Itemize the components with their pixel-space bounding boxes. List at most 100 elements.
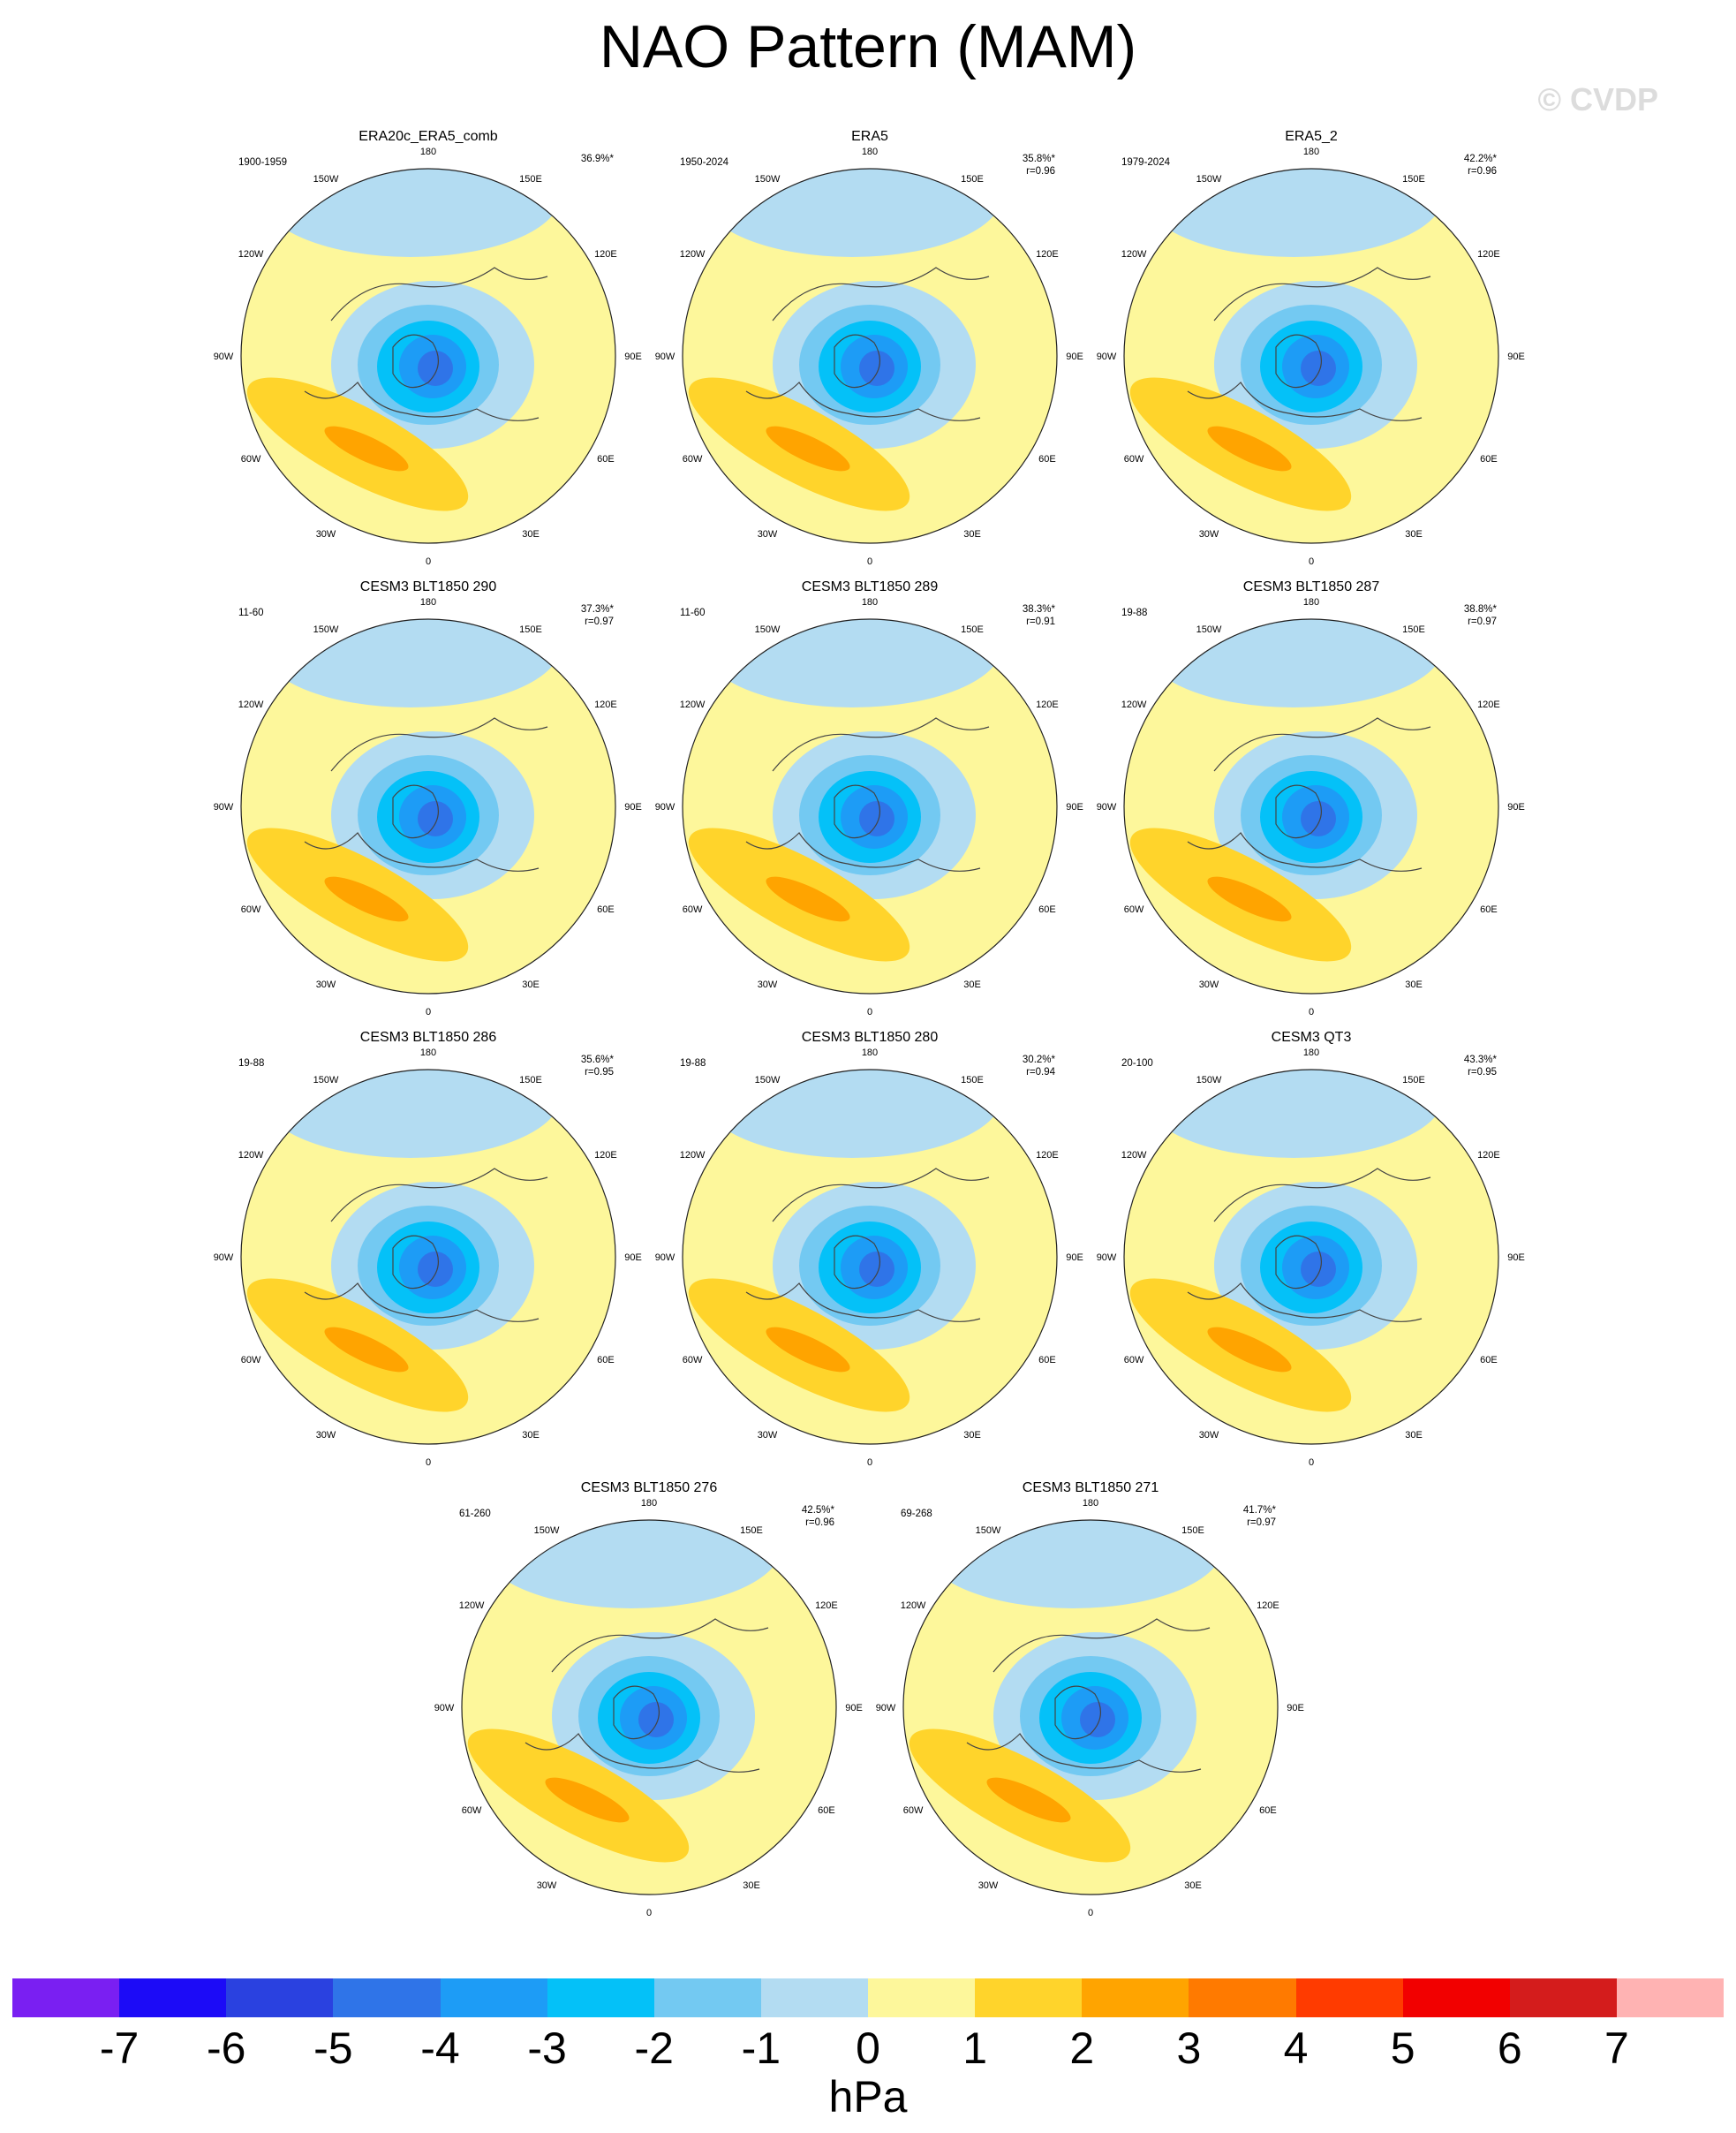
panel-years: 69-268 [901, 1509, 932, 1519]
longitude-label: 30W [758, 1430, 778, 1441]
longitude-label: 90W [434, 1703, 455, 1713]
longitude-label: 180 [420, 147, 436, 157]
longitude-label: 30W [316, 529, 336, 540]
longitude-label: 120W [680, 700, 706, 710]
longitude-label: 120W [1121, 700, 1147, 710]
longitude-label: 90E [1066, 352, 1083, 362]
longitude-label: 180 [1303, 1048, 1319, 1058]
colorbar-swatch [1509, 1978, 1617, 2017]
map-panel: 180 150E 120E 90E 60E 30E 0 30W 60W 90W 120W 150W ER… [655, 129, 1083, 567]
longitude-label: 120E [1477, 1150, 1500, 1161]
atlantic-positive-core [766, 426, 850, 472]
longitude-label: 90W [655, 802, 676, 813]
coastline [330, 267, 548, 321]
longitude-label: 120W [238, 700, 264, 710]
colorbar-swatch [333, 1978, 441, 2017]
panel-pattern-correlation: r=0.97 [1468, 616, 1497, 627]
longitude-label: 60E [818, 1805, 835, 1816]
coastline [745, 1282, 981, 1322]
coastline [1213, 1168, 1431, 1222]
longitude-label: 150E [519, 174, 542, 185]
longitude-label: 180 [862, 597, 878, 608]
longitude-label: 30E [522, 980, 540, 990]
pacific-negative-region [1143, 1070, 1444, 1158]
longitude-label: 180 [1303, 597, 1319, 608]
longitude-label: 30E [1405, 1430, 1423, 1441]
longitude-label: 30E [522, 529, 540, 540]
longitude-label: 150E [961, 624, 984, 635]
panel-years: 20-100 [1121, 1058, 1153, 1069]
colorbar-swatch [1402, 1978, 1510, 2017]
longitude-label: 30W [1199, 529, 1219, 540]
pacific-negative-region [1143, 619, 1444, 707]
longitude-label: 90E [1507, 802, 1525, 813]
panel-years: 19-88 [238, 1058, 264, 1069]
coastline [304, 382, 540, 421]
longitude-label: 150W [534, 1525, 560, 1536]
colorbar-tick-label: -5 [313, 2023, 353, 2073]
greenland-outline [834, 784, 880, 839]
longitude-label: 90W [655, 352, 676, 362]
map-border [240, 618, 616, 995]
map-border [240, 1069, 616, 1445]
map-border [461, 1519, 837, 1895]
longitude-label: 60E [1480, 454, 1498, 465]
atlantic-positive-core [324, 876, 409, 922]
longitude-label: 0 [1309, 556, 1314, 567]
longitude-label: 150W [1196, 174, 1222, 185]
coastline [304, 1282, 540, 1322]
longitude-label: 180 [420, 597, 436, 608]
coastline [1187, 1282, 1423, 1322]
longitude-label: 30E [1184, 1880, 1202, 1891]
longitude-label: 120W [459, 1600, 485, 1611]
panel-pattern-correlation: r=0.95 [585, 1067, 614, 1078]
colorbar-tick-label: -4 [420, 2023, 460, 2073]
longitude-label: 60W [683, 1355, 703, 1365]
panel-years: 61-260 [459, 1509, 491, 1519]
longitude-label: 90E [624, 802, 642, 813]
atlantic-positive-core [324, 1327, 409, 1373]
longitude-label: 30E [963, 1430, 981, 1441]
map-panel: 180 150E 120E 90E 60E 30E 0 30W 60W 90W 120W 150W CE… [1097, 579, 1525, 1017]
longitude-label: 120E [594, 249, 617, 260]
page-title: NAO Pattern (MAM) [599, 13, 1137, 80]
longitude-label: 90W [876, 1703, 896, 1713]
longitude-label: 90W [214, 802, 234, 813]
coastline [1187, 382, 1423, 421]
longitude-label: 90E [1507, 352, 1525, 362]
longitude-label: 180 [862, 1048, 878, 1058]
longitude-label: 120W [1121, 1150, 1147, 1161]
map-border [1123, 1069, 1499, 1445]
colorbar-swatch [547, 1978, 654, 2017]
colorbar-tick-label: 5 [1390, 2023, 1415, 2073]
panel-explained-variance: 41.7%* [1243, 1505, 1277, 1516]
longitude-label: 150E [1402, 624, 1425, 635]
longitude-label: 60E [1038, 454, 1056, 465]
atlantic-positive-core [1207, 426, 1292, 472]
greenland-outline [1054, 1685, 1101, 1740]
longitude-label: 0 [1309, 1457, 1314, 1468]
longitude-label: 150W [755, 624, 781, 635]
colorbar-units: hPa [828, 2072, 908, 2122]
arctic-negative-core [1301, 801, 1336, 836]
colorbar-tick-label: -3 [527, 2023, 567, 2073]
colorbar-swatch [975, 1978, 1083, 2017]
longitude-label: 60E [1038, 1355, 1056, 1365]
longitude-label: 30E [743, 1880, 760, 1891]
map-border [1123, 168, 1499, 544]
map-border [682, 1069, 1058, 1445]
panel-years: 19-88 [1121, 608, 1147, 618]
coastline [330, 717, 548, 772]
longitude-label: 30W [537, 1880, 557, 1891]
longitude-label: 60W [241, 454, 261, 465]
panel-pattern-correlation: r=0.96 [1026, 166, 1055, 177]
map-panel: 180 150E 120E 90E 60E 30E 0 30W 60W 90W 120W 150W CE… [655, 1030, 1083, 1468]
longitude-label: 60W [1124, 1355, 1144, 1365]
longitude-label: 150E [519, 624, 542, 635]
atlantic-positive-core [986, 1777, 1071, 1823]
panel-pattern-correlation: r=0.96 [1468, 166, 1497, 177]
map-panel: 180 150E 120E 90E 60E 30E 0 30W 60W 90W 120W 150W CE… [655, 579, 1083, 1017]
coastline [772, 717, 990, 772]
longitude-label: 30E [1405, 980, 1423, 990]
map-panel: 180 150E 120E 90E 60E 30E 0 30W 60W 90W 120W 150W ER… [1097, 129, 1525, 567]
